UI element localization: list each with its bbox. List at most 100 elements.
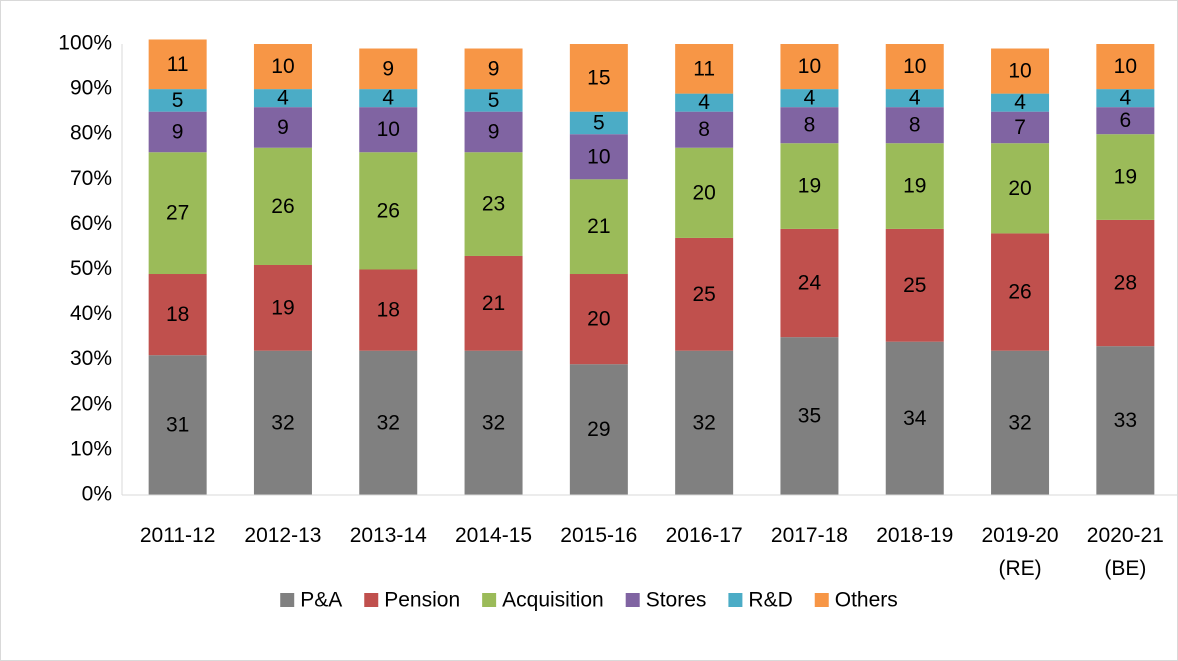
data-label: 10 <box>798 55 821 78</box>
bar-segment <box>885 143 944 229</box>
bar-segment <box>359 152 418 270</box>
data-label: 24 <box>798 272 822 295</box>
data-label: 4 <box>1014 91 1026 114</box>
legend-label: R&D <box>748 589 792 612</box>
data-label: 34 <box>903 407 927 430</box>
data-label: 8 <box>698 118 710 141</box>
bar-segment <box>464 48 523 90</box>
data-label: 32 <box>482 411 505 434</box>
y-tick-label: 40% <box>70 302 112 325</box>
data-label: 26 <box>271 195 294 218</box>
bar-segment <box>148 274 207 356</box>
data-label: 32 <box>692 411 715 434</box>
data-label: 27 <box>166 202 189 225</box>
bar-segment <box>148 111 207 153</box>
bar-segment <box>464 350 523 495</box>
bar-segment <box>148 355 207 495</box>
data-label: 9 <box>382 57 394 80</box>
x-tick-label: 2011-12 <box>139 524 216 547</box>
data-label: 11 <box>167 53 189 76</box>
bar-segment <box>464 255 523 351</box>
bar-segment <box>1096 107 1155 135</box>
bar-segment <box>780 89 839 108</box>
data-label: 20 <box>692 181 715 204</box>
bar-segment <box>253 89 312 108</box>
data-label: 11 <box>693 57 715 80</box>
x-tick-label: 2012-13 <box>244 524 322 547</box>
bar-segment <box>991 48 1050 94</box>
data-label: 19 <box>1114 166 1137 189</box>
data-label: 19 <box>271 296 294 319</box>
data-label: 10 <box>1114 55 1137 78</box>
bar-segment <box>675 44 734 94</box>
data-label: 9 <box>172 120 184 143</box>
data-label: 9 <box>488 120 500 143</box>
bar-segment <box>569 179 628 275</box>
data-label: 5 <box>488 89 500 112</box>
bar-segment <box>675 350 734 495</box>
legend-swatch <box>482 593 497 607</box>
bar-segment <box>991 350 1050 495</box>
data-label: 32 <box>271 411 294 434</box>
y-tick-label: 70% <box>70 167 112 190</box>
legend-swatch <box>280 593 295 607</box>
x-tick-label: 2015-16 <box>560 524 638 547</box>
bar-segment <box>148 152 207 275</box>
data-label: 6 <box>1120 109 1132 132</box>
x-tick-label: 2018-19 <box>876 524 954 547</box>
bar-segment <box>359 350 418 495</box>
y-tick-label: 80% <box>70 122 112 145</box>
bar-segment <box>885 44 944 90</box>
bar-segment <box>464 152 523 256</box>
data-label: 8 <box>909 114 921 137</box>
data-label: 20 <box>1008 177 1031 200</box>
bar-segment <box>569 364 628 495</box>
y-tick-label: 100% <box>58 32 112 55</box>
x-tick-label: 2016-17 <box>665 524 743 547</box>
data-label: 26 <box>377 199 400 222</box>
bar-segment <box>359 48 418 90</box>
legend-swatch <box>728 593 743 607</box>
legend-label: Acquisition <box>502 589 604 612</box>
data-label: 33 <box>1114 409 1137 432</box>
data-label: 26 <box>1008 281 1031 304</box>
bar-segment <box>253 107 312 148</box>
bar-segment <box>780 228 839 338</box>
bar-segment <box>569 111 628 135</box>
bar-segment <box>780 143 839 229</box>
bar-segment <box>464 89 523 112</box>
data-label: 18 <box>377 299 400 322</box>
data-label: 19 <box>903 175 926 198</box>
data-label: 7 <box>1014 116 1026 139</box>
data-label: 10 <box>587 145 610 168</box>
bar-segment <box>675 237 734 351</box>
bar-segment <box>675 93 734 112</box>
data-label: 20 <box>587 308 610 331</box>
data-label: 15 <box>587 66 610 89</box>
y-tick-label: 60% <box>70 212 112 235</box>
data-label: 35 <box>798 405 821 428</box>
x-tick-label: 2019-20 (RE) <box>981 524 1059 580</box>
y-tick-label: 50% <box>70 257 112 280</box>
data-label: 31 <box>166 414 189 437</box>
x-tick-label: 2017-18 <box>770 524 848 547</box>
data-label: 32 <box>1008 411 1031 434</box>
bar-segment <box>1096 89 1155 108</box>
y-tick-label: 0% <box>82 483 112 506</box>
data-label: 19 <box>798 175 821 198</box>
data-label: 21 <box>587 215 610 238</box>
bar-segment <box>253 44 312 90</box>
bar-segment <box>780 337 839 495</box>
y-tick-label: 30% <box>70 347 112 370</box>
bar-segment <box>885 107 944 144</box>
bar-segment <box>780 44 839 90</box>
data-label: 23 <box>482 193 505 216</box>
data-label: 8 <box>804 114 816 137</box>
data-label: 4 <box>1120 87 1132 110</box>
bar-segment <box>1096 44 1155 90</box>
legend-label: Others <box>835 589 898 612</box>
y-tick-label: 20% <box>70 392 112 415</box>
x-tick-label: 2013-14 <box>349 524 427 547</box>
y-tick-label: 90% <box>70 77 112 100</box>
